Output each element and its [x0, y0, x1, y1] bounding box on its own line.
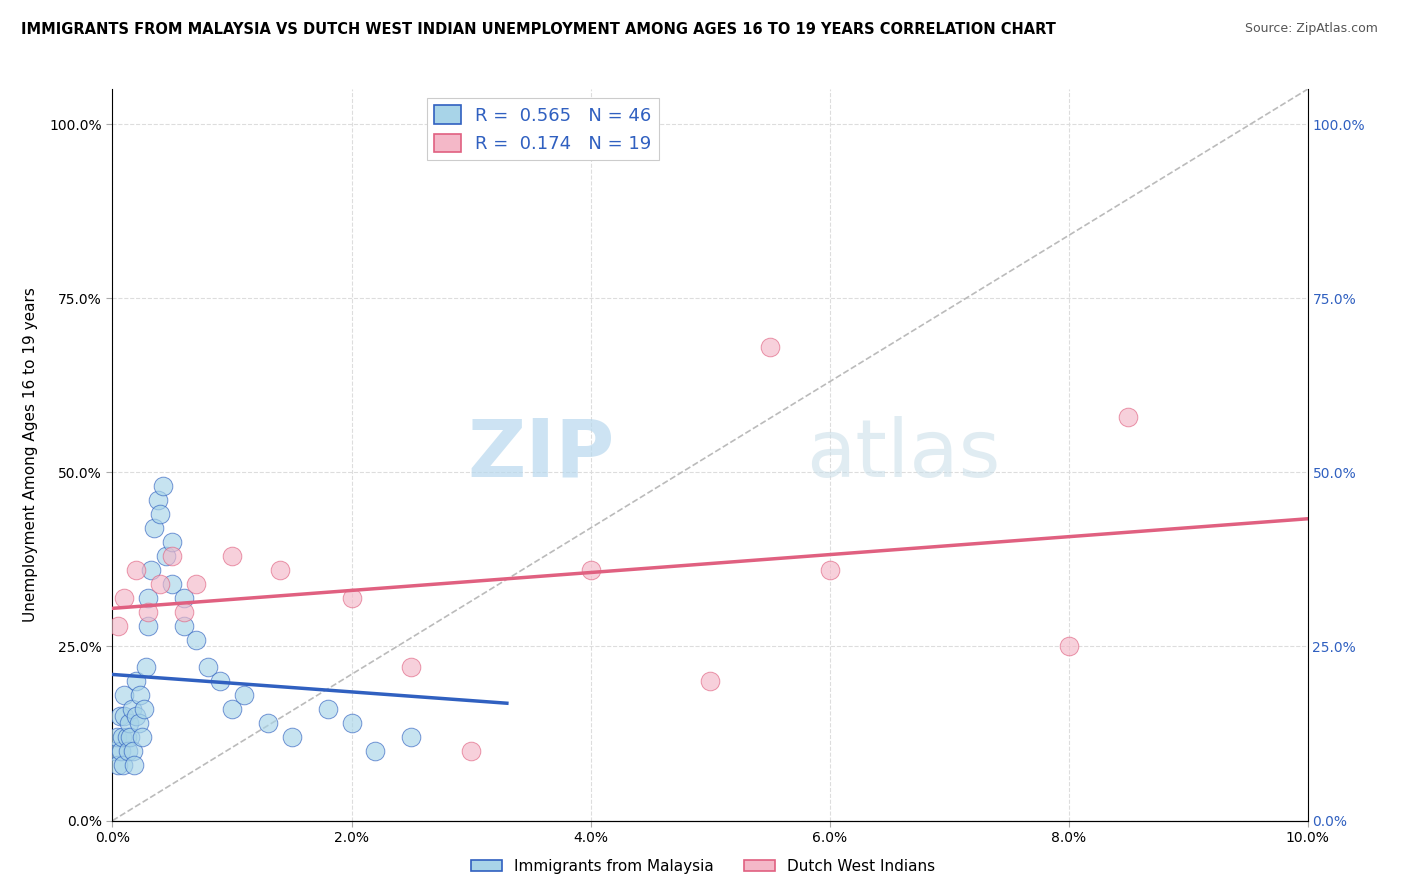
Point	[186, 632, 208, 647]
Point	[162, 535, 183, 549]
Point	[108, 709, 131, 723]
Point	[125, 674, 148, 689]
Point	[138, 605, 160, 619]
Point	[364, 744, 387, 758]
Point	[1118, 409, 1140, 424]
Point	[221, 702, 243, 716]
Point	[112, 758, 135, 772]
Point	[340, 716, 363, 731]
Point	[155, 549, 177, 563]
Text: ZIP: ZIP	[467, 416, 614, 494]
Point	[128, 716, 150, 731]
Point	[818, 563, 841, 577]
Point	[118, 716, 141, 731]
Point	[138, 618, 160, 632]
Point	[138, 591, 160, 605]
Point	[107, 618, 129, 632]
Legend: Immigrants from Malaysia, Dutch West Indians: Immigrants from Malaysia, Dutch West Ind…	[465, 853, 941, 880]
Point	[221, 549, 243, 563]
Point	[111, 730, 134, 744]
Point	[186, 576, 208, 591]
Point	[1057, 640, 1080, 654]
Point	[173, 605, 195, 619]
Point	[115, 730, 138, 744]
Point	[173, 591, 195, 605]
Point	[316, 702, 339, 716]
Y-axis label: Unemployment Among Ages 16 to 19 years: Unemployment Among Ages 16 to 19 years	[24, 287, 38, 623]
Point	[401, 730, 423, 744]
Point	[105, 730, 128, 744]
Text: IMMIGRANTS FROM MALAYSIA VS DUTCH WEST INDIAN UNEMPLOYMENT AMONG AGES 16 TO 19 Y: IMMIGRANTS FROM MALAYSIA VS DUTCH WEST I…	[21, 22, 1056, 37]
Point	[121, 744, 143, 758]
Point	[117, 744, 139, 758]
Point	[143, 521, 166, 535]
Point	[129, 688, 152, 702]
Point	[114, 688, 135, 702]
Text: Source: ZipAtlas.com: Source: ZipAtlas.com	[1244, 22, 1378, 36]
Legend: R =  0.565   N = 46, R =  0.174   N = 19: R = 0.565 N = 46, R = 0.174 N = 19	[426, 98, 659, 161]
Point	[131, 730, 153, 744]
Point	[162, 576, 183, 591]
Point	[173, 618, 195, 632]
Point	[233, 688, 256, 702]
Point	[162, 549, 183, 563]
Point	[340, 591, 363, 605]
Point	[257, 716, 280, 731]
Point	[121, 702, 143, 716]
Point	[104, 744, 127, 758]
Point	[281, 730, 304, 744]
Point	[135, 660, 157, 674]
Point	[132, 702, 155, 716]
Point	[110, 744, 132, 758]
Point	[107, 758, 129, 772]
Point	[125, 709, 148, 723]
Point	[759, 340, 782, 354]
Text: atlas: atlas	[806, 416, 1000, 494]
Point	[146, 493, 169, 508]
Point	[579, 563, 602, 577]
Point	[699, 674, 721, 689]
Point	[114, 591, 135, 605]
Point	[209, 674, 232, 689]
Point	[120, 730, 142, 744]
Point	[122, 758, 145, 772]
Point	[149, 576, 172, 591]
Point	[149, 507, 172, 521]
Point	[401, 660, 423, 674]
Point	[197, 660, 219, 674]
Point	[125, 563, 148, 577]
Point	[152, 479, 174, 493]
Point	[269, 563, 291, 577]
Point	[139, 563, 162, 577]
Point	[114, 709, 135, 723]
Point	[460, 744, 482, 758]
